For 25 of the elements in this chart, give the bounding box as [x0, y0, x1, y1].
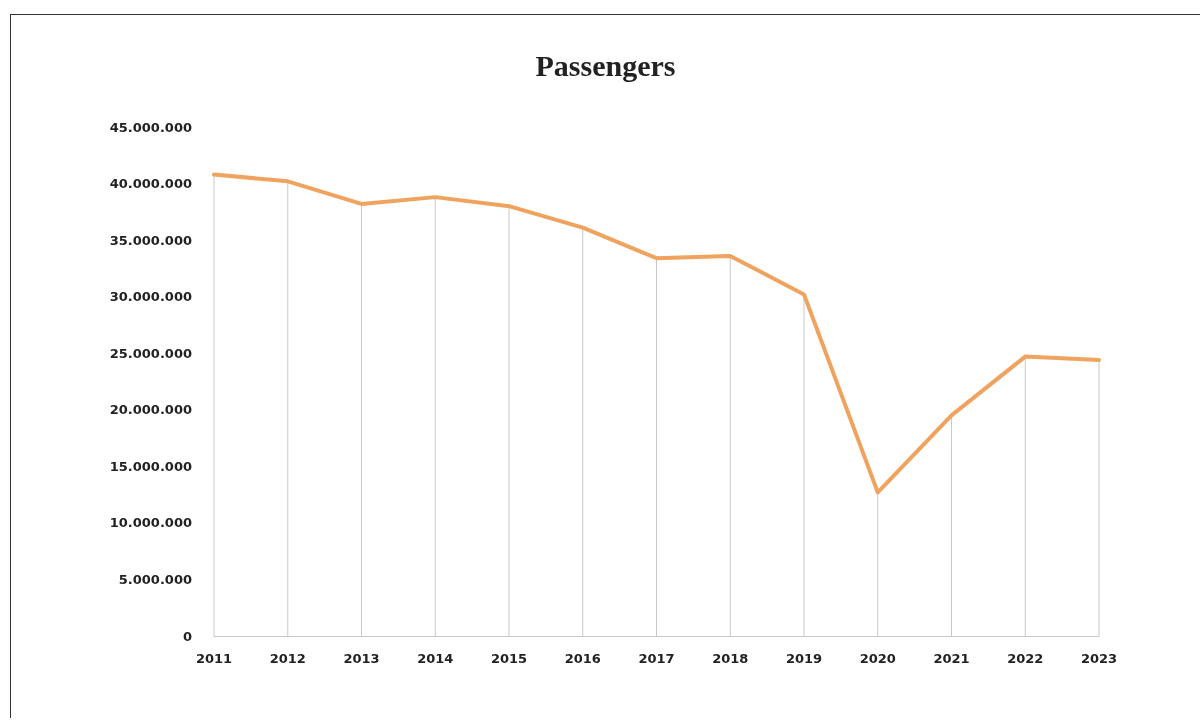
y-tick-label: 45.000.000	[109, 119, 192, 135]
y-tick-label: 20.000.000	[109, 402, 192, 418]
y-tick-label: 5.000.000	[118, 571, 192, 587]
y-tick-label: 25.000.000	[109, 345, 192, 361]
x-tick-label: 2012	[269, 651, 306, 666]
x-tick-label: 2021	[933, 651, 970, 666]
y-tick-label: 15.000.000	[109, 458, 192, 474]
x-tick-label: 2022	[1007, 651, 1044, 666]
line-series	[212, 172, 1101, 495]
y-tick-label: 35.000.000	[109, 232, 192, 248]
y-tick-label: 30.000.000	[109, 289, 192, 305]
x-tick-label: 2013	[343, 651, 380, 666]
x-tick-label: 2019	[785, 651, 823, 666]
x-tick-label: 2014	[417, 651, 454, 666]
chart-title: Passengers	[535, 48, 676, 82]
y-tick-label: 40.000.000	[109, 176, 192, 192]
x-tick-label: 2011	[195, 651, 233, 666]
x-tick-label: 2020	[859, 651, 896, 666]
x-tick-label: 2018	[712, 651, 749, 666]
y-tick-label: 10.000.000	[109, 515, 192, 531]
y-tick-label: 0	[182, 628, 192, 644]
x-tick-label: 2016	[564, 651, 601, 666]
x-tick-label: 2023	[1080, 651, 1118, 666]
x-tick-label: 2017	[638, 651, 675, 666]
x-tick-label: 2015	[490, 651, 528, 666]
